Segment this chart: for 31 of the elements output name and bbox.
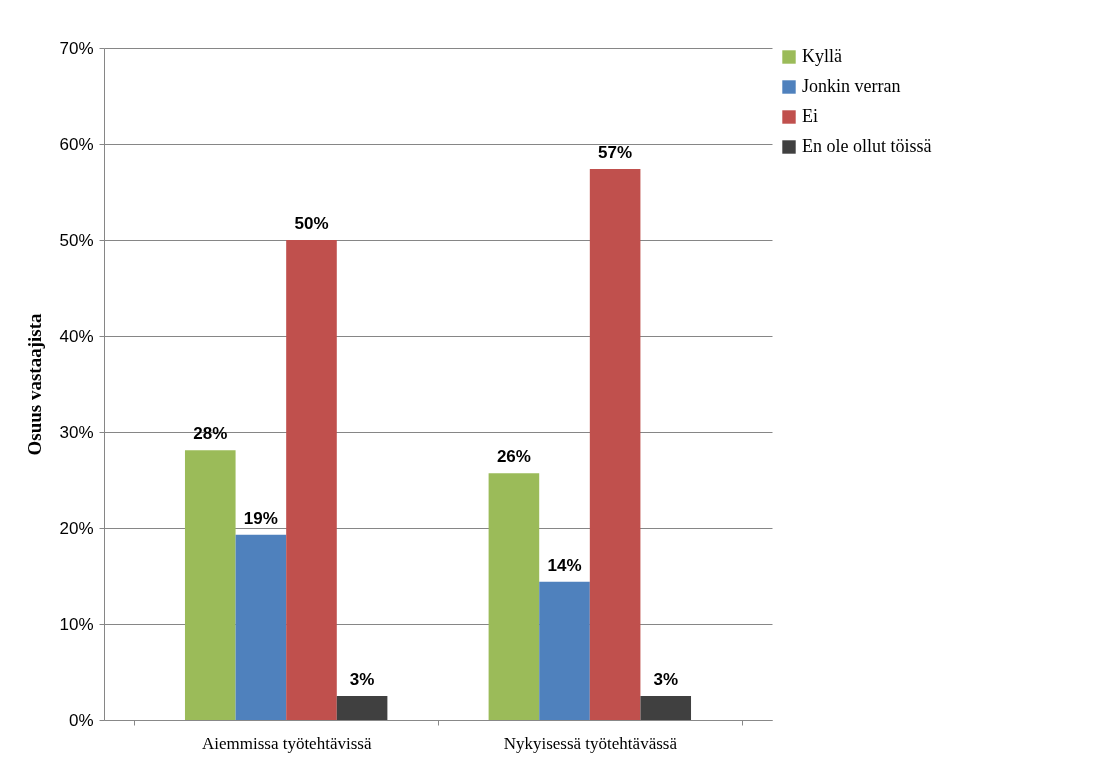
y-tick-label: 10%: [59, 614, 94, 634]
data-label: 26%: [496, 447, 531, 467]
x-tick-label: Aiemmissa työtehtävissä: [201, 733, 372, 753]
bar: [589, 168, 641, 720]
y-tick-label: 40%: [59, 326, 94, 346]
data-label: 14%: [547, 555, 582, 575]
bar: [235, 534, 287, 720]
y-tick-label: 30%: [59, 422, 94, 442]
bar: [286, 240, 337, 720]
y-tick-label: 70%: [59, 38, 94, 58]
bar: [336, 696, 388, 720]
bar: [488, 473, 540, 720]
bar: [184, 450, 236, 720]
y-tick-label: 50%: [59, 230, 94, 250]
data-label: 28%: [193, 424, 228, 444]
bar: [640, 696, 692, 720]
bar: [539, 581, 590, 720]
legend-label: Ei: [802, 106, 818, 126]
data-label: 3%: [349, 670, 375, 689]
data-label: 19%: [243, 508, 278, 528]
y-tick-label: 60%: [59, 134, 94, 154]
legend-label: Kyllä: [802, 46, 842, 66]
y-tick-label: 20%: [59, 518, 94, 538]
data-label: 50%: [294, 214, 329, 233]
data-label: 57%: [598, 142, 633, 162]
y-tick-label: 0%: [68, 710, 94, 730]
x-tick-label: Nykyisessä työtehtävässä: [503, 733, 678, 753]
y-axis-title: Osuus vastaajista: [24, 313, 46, 456]
legend-label: Jonkin verran: [802, 76, 901, 96]
data-label: 3%: [653, 670, 679, 689]
legend-label: En ole ollut töissä: [802, 136, 932, 156]
